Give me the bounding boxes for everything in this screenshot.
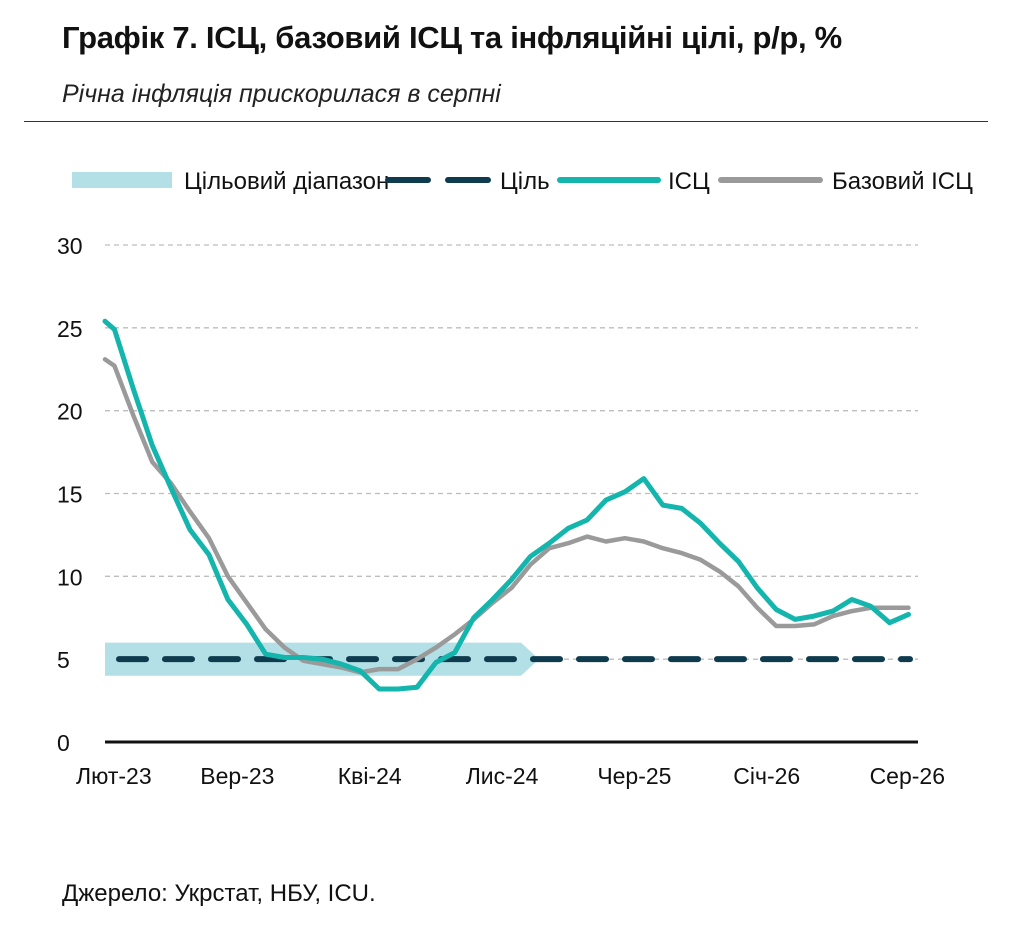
- y-tick-label: 25: [57, 316, 83, 342]
- x-tick-label: Січ-26: [733, 763, 800, 789]
- line-chart: Цільовий діапазон Ціль ІСЦ Базовий ІСЦ 0 5 10…: [57, 168, 973, 789]
- legend-swatch-band: [72, 172, 172, 188]
- x-tick-label: Лис-24: [466, 763, 539, 789]
- x-tick-label: Чер-25: [597, 763, 671, 789]
- chart-title: Графік 7. ІСЦ, базовий ІСЦ та інфляційні…: [62, 20, 842, 55]
- source-note: Джерело: Укрстат, НБУ, ICU.: [62, 880, 376, 907]
- header-divider: [24, 121, 988, 122]
- y-tick-label: 15: [57, 482, 83, 508]
- y-tick-label: 5: [57, 647, 70, 673]
- series-line-core: [102, 357, 911, 675]
- series-layer: [102, 318, 911, 692]
- x-tick-label: Вер-23: [200, 763, 274, 789]
- x-tick-label: Лют-23: [76, 763, 152, 789]
- y-tick-label: 0: [57, 730, 70, 756]
- legend-label-core: Базовий ІСЦ: [832, 168, 973, 195]
- chart-subtitle: Річна інфляція прискорилася в серпні: [62, 80, 501, 108]
- legend-label-cpi: ІСЦ: [668, 168, 710, 195]
- chart-gridlines: 0 5 10 15 20 25 30: [57, 233, 918, 756]
- legend-label-target: Ціль: [500, 168, 550, 195]
- chart-legend: Цільовий діапазон Ціль ІСЦ Базовий ІСЦ: [72, 168, 973, 195]
- y-tick-label: 10: [57, 564, 83, 590]
- y-tick-label: 30: [57, 233, 83, 259]
- y-tick-label: 20: [57, 399, 83, 425]
- legend-label-band: Цільовий діапазон: [184, 168, 389, 195]
- chart-axes: Лют-23 Вер-23 Кві-24 Лис-24 Чер-25 Січ-26 Сер-…: [76, 740, 945, 789]
- x-tick-label: Кві-24: [338, 763, 402, 789]
- series-line-cpi: [102, 318, 911, 692]
- x-tick-label: Сер-26: [870, 763, 945, 789]
